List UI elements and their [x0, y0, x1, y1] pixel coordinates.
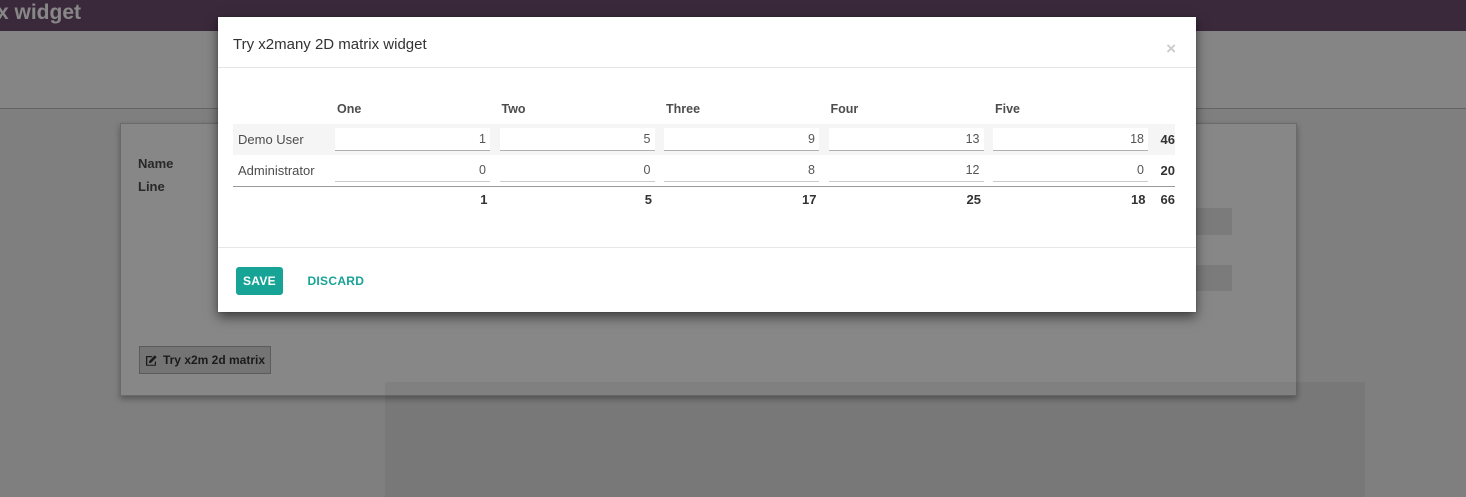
column-total-five: 18 [1131, 192, 1146, 207]
column-header-five: Five [995, 102, 1021, 116]
matrix-cell-input[interactable] [828, 159, 984, 182]
column-header-one: One [337, 102, 362, 116]
matrix-row-demo-user: Demo User 46 [233, 124, 1175, 155]
matrix-row-administrator: Administrator 20 [233, 155, 1175, 186]
matrix-cell-input[interactable] [335, 159, 490, 182]
totals-label-cell [233, 187, 335, 212]
matrix-header-row: One Two Three Four Five [233, 95, 1175, 124]
matrix-cell-input[interactable] [828, 128, 984, 151]
matrix-table: One Two Three Four Five Demo User 46 Adm… [233, 95, 1175, 211]
column-total-two: 5 [644, 192, 652, 207]
dialog-footer: SAVE DISCARD [218, 247, 1196, 312]
matrix-cell-input[interactable] [664, 128, 819, 151]
matrix-cell-input[interactable] [993, 128, 1148, 151]
matrix-totals-row: 1 5 17 25 18 66 [233, 186, 1175, 211]
matrix-cell-input[interactable] [664, 159, 819, 182]
column-header-four: Four [830, 102, 859, 116]
matrix-cell-input[interactable] [335, 128, 490, 151]
close-icon[interactable]: × [1166, 39, 1176, 58]
row-total: 46 [1160, 132, 1175, 147]
x2many-matrix-dialog: Try x2many 2D matrix widget × One Two Th… [218, 17, 1196, 312]
column-header-three: Three [666, 102, 701, 116]
try-x2m-matrix-button[interactable]: Try x2m 2d matrix [139, 346, 271, 374]
column-total-four: 25 [966, 192, 981, 207]
try-x2m-matrix-button-label: Try x2m 2d matrix [162, 353, 266, 367]
edit-pencil-icon [145, 354, 157, 366]
page-title: x widget [0, 1, 82, 24]
line-field-label: Line [138, 179, 165, 194]
matrix-cell-input[interactable] [993, 159, 1148, 182]
dialog-title: Try x2many 2D matrix widget [233, 36, 427, 53]
discard-button[interactable]: DISCARD [307, 274, 365, 288]
row-label: Demo User [238, 132, 304, 147]
matrix-cell-input[interactable] [499, 159, 655, 182]
matrix-cell-input[interactable] [499, 128, 655, 151]
name-field-label: Name [138, 156, 174, 171]
column-total-three: 17 [802, 192, 817, 207]
column-total-one: 1 [480, 192, 488, 207]
column-header-two: Two [501, 102, 526, 116]
background-sheet [385, 382, 1365, 497]
grand-total: 66 [1160, 192, 1175, 207]
row-label: Administrator [238, 163, 315, 178]
dialog-body: One Two Three Four Five Demo User 46 Adm… [218, 68, 1196, 247]
save-button[interactable]: SAVE [236, 267, 283, 295]
row-total-header [1158, 95, 1176, 124]
corner-cell [233, 95, 335, 124]
row-total: 20 [1160, 163, 1175, 178]
dialog-header: Try x2many 2D matrix widget × [218, 17, 1196, 68]
